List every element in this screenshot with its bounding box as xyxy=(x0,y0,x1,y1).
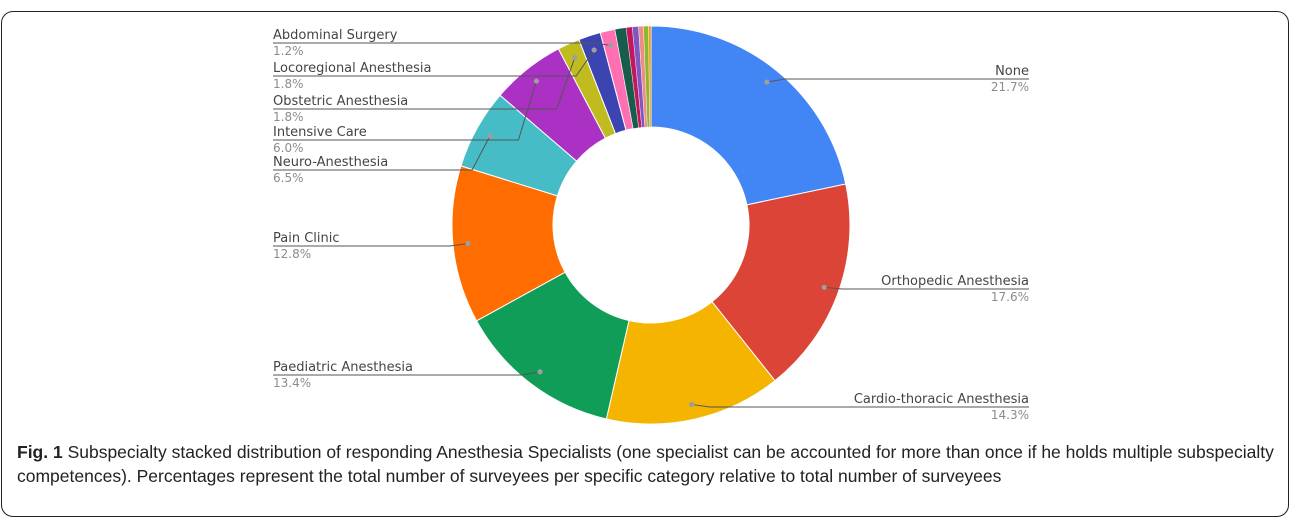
leader-line-neuro-anesthesia xyxy=(273,135,491,171)
caption-text: Subspecialty stacked distribution of res… xyxy=(17,442,1274,486)
value-pain-clinic: 12.8% xyxy=(273,247,311,261)
leader-line-abdominal-surgery xyxy=(273,42,611,46)
label-paediatric-anesthesia: Paediatric Anesthesia xyxy=(273,360,413,375)
label-pain-clinic: Pain Clinic xyxy=(273,231,340,246)
slice-none xyxy=(650,25,847,206)
value-cardio-thoracic-anesthesia: 14.3% xyxy=(991,408,1029,422)
value-abdominal-surgery: 1.2% xyxy=(273,44,304,58)
leader-dot-intensive-care xyxy=(533,78,540,84)
leader-dot-abdominal-surgery xyxy=(608,42,614,49)
label-abdominal-surgery: Abdominal Surgery xyxy=(273,28,398,43)
leader-line-intensive-care xyxy=(273,80,537,141)
label-cardio-thoracic-anesthesia: Cardio-thoracic Anesthesia xyxy=(854,392,1029,407)
leader-line-obstetric-anesthesia xyxy=(273,57,576,110)
leader-dot-neuro-anesthesia xyxy=(487,133,493,139)
leader-line-cardio-thoracic-anesthesia xyxy=(691,403,1029,408)
leader-dot-cardio-thoracic-anesthesia xyxy=(689,401,695,408)
slice-orthopedic-anesthesia xyxy=(711,183,851,382)
figure-caption: Fig. 1 Subspecialty stacked distribution… xyxy=(17,440,1277,488)
donut-slices xyxy=(451,25,851,425)
label-none: None xyxy=(995,64,1029,79)
leader-line-locoregional-anesthesia xyxy=(273,49,595,77)
leader-line-paediatric-anesthesia xyxy=(273,371,541,376)
leader-dot-obstetric-anesthesia xyxy=(572,54,578,61)
value-orthopedic-anesthesia: 17.6% xyxy=(991,290,1029,304)
leader-line-orthopedic-anesthesia xyxy=(824,286,1029,290)
leader-dot-locoregional-anesthesia xyxy=(591,47,597,53)
value-obstetric-anesthesia: 1.8% xyxy=(273,110,304,124)
leader-dot-none xyxy=(764,79,770,85)
label-intensive-care: Intensive Care xyxy=(273,125,367,140)
leader-lines xyxy=(273,42,1029,408)
figure-number: Fig. 1 xyxy=(17,442,63,462)
label-obstetric-anesthesia: Obstetric Anesthesia xyxy=(273,94,408,109)
label-orthopedic-anesthesia: Orthopedic Anesthesia xyxy=(881,274,1029,289)
leader-dot-pain-clinic xyxy=(465,240,471,247)
leader-dot-orthopedic-anesthesia xyxy=(821,284,827,290)
value-intensive-care: 6.0% xyxy=(273,141,304,155)
value-paediatric-anesthesia: 13.4% xyxy=(273,376,311,390)
label-neuro-anesthesia: Neuro-Anesthesia xyxy=(273,155,388,170)
value-locoregional-anesthesia: 1.8% xyxy=(273,77,304,91)
leader-dot-paediatric-anesthesia xyxy=(537,369,543,375)
leader-line-pain-clinic xyxy=(273,242,468,247)
leader-line-none xyxy=(766,78,1029,83)
value-neuro-anesthesia: 6.5% xyxy=(273,171,304,185)
value-none: 21.7% xyxy=(991,80,1029,94)
label-locoregional-anesthesia: Locoregional Anesthesia xyxy=(273,61,431,76)
slice-unlabeled-15 xyxy=(648,25,652,128)
